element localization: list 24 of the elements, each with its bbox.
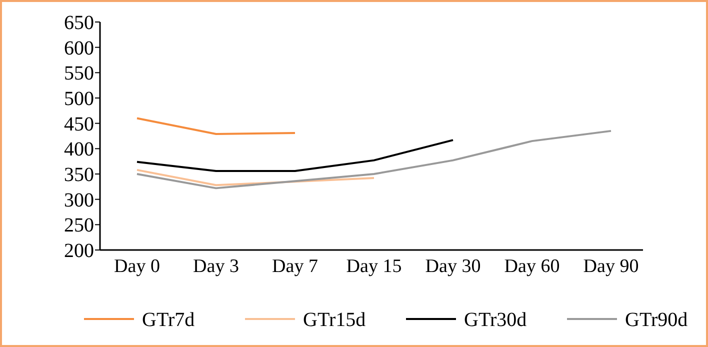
x-tick-label: Day 7	[272, 256, 318, 277]
line-series	[136, 130, 612, 190]
line-series	[136, 139, 454, 172]
x-tick-label: Day 3	[193, 256, 239, 277]
line-series	[136, 168, 375, 186]
legend-label: GTr7d	[142, 309, 195, 331]
x-tick-label: Day 90	[583, 256, 639, 277]
y-tick-label: 200	[64, 240, 94, 262]
y-tick-label: 300	[64, 189, 94, 212]
y-tick-label: 600	[64, 37, 94, 60]
y-tick-label: 250	[64, 214, 94, 237]
y-tick-label: 550	[64, 62, 94, 85]
legend-label: GTr30d	[464, 309, 527, 331]
x-tick-label: Day 0	[114, 256, 160, 277]
legend-label: GTr90d	[625, 309, 688, 331]
x-tick-label: Day 60	[504, 256, 560, 277]
x-tick-label: Day 15	[346, 256, 402, 277]
legend-label: GTr15d	[303, 309, 366, 331]
x-tick-label: Day 30	[425, 256, 481, 277]
y-tick-label: 500	[64, 88, 94, 110]
y-tick-label: 650	[64, 12, 94, 34]
y-tick-label: 450	[64, 113, 94, 136]
y-tick-label: 400	[64, 138, 94, 161]
y-tick-label: 350	[64, 164, 94, 186]
